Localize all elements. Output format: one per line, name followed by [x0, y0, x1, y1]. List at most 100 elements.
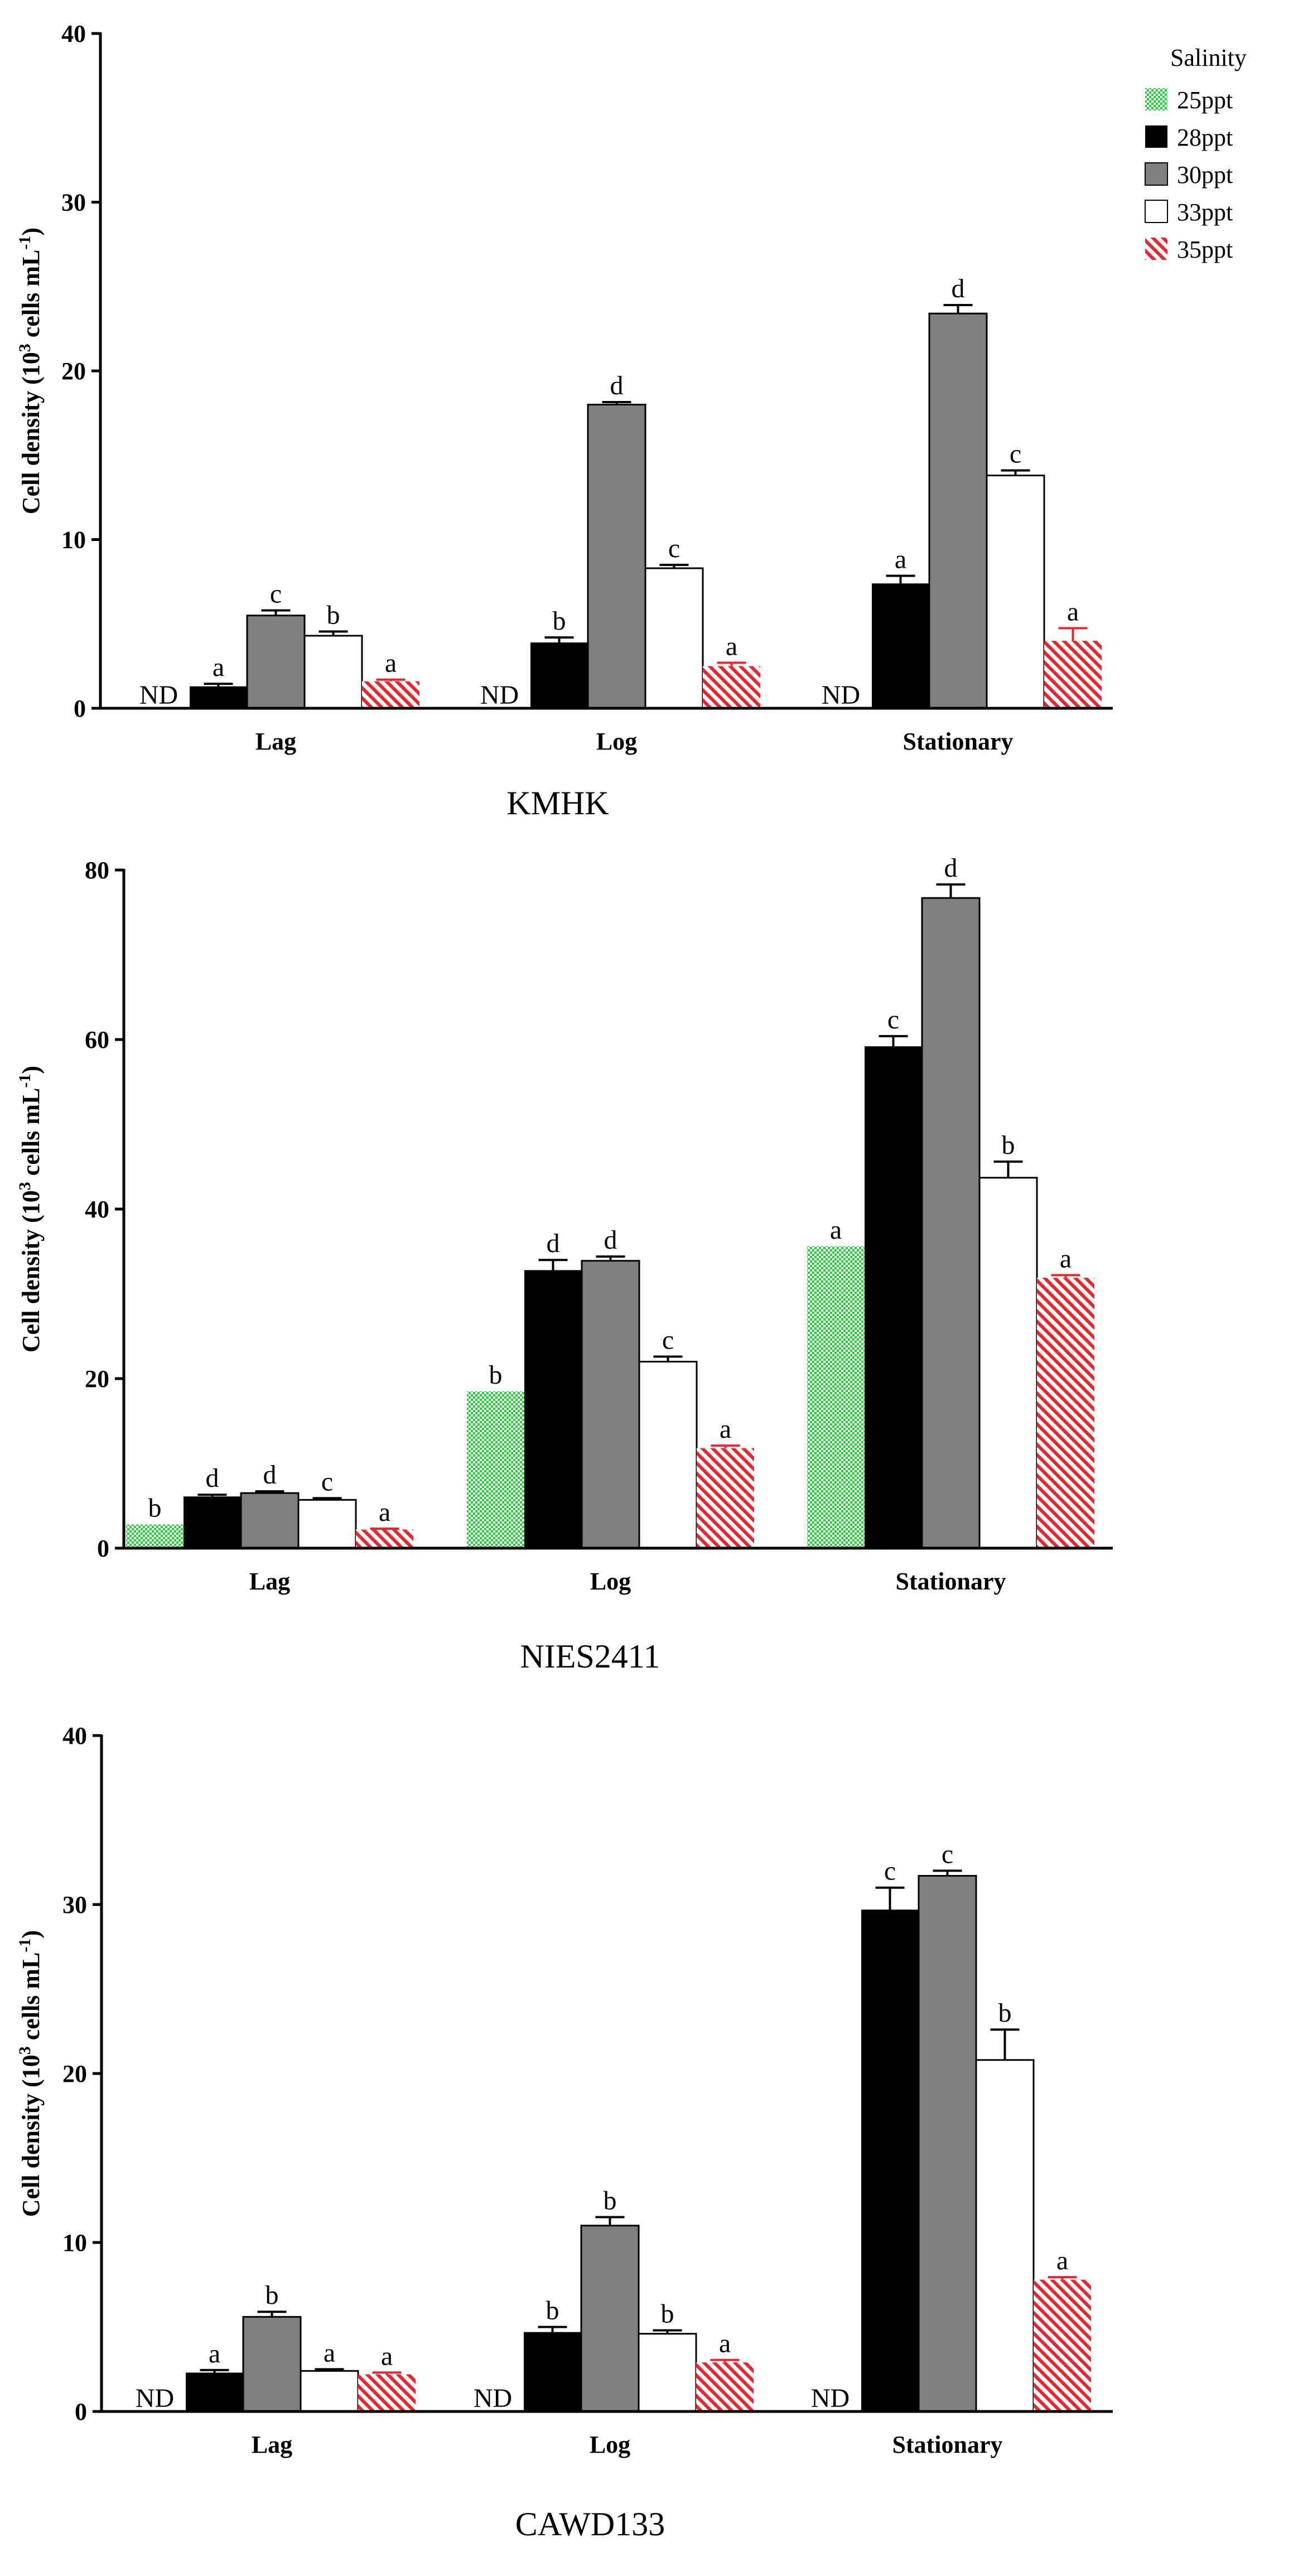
nies2411-bar-35ppt-stationary [1037, 1278, 1094, 1548]
legend-entry-25ppt: 25ppt [1145, 86, 1233, 114]
kmhk-y-tick-label: 10 [61, 526, 86, 554]
cawd133-title: CAWD133 [515, 2506, 665, 2543]
nies2411-title: NIES2411 [520, 1638, 660, 1675]
cawd133-nd-label: ND [811, 2384, 850, 2413]
nies2411-bar-33ppt-log [638, 1361, 698, 1549]
kmhk-bar-30ppt-lag [246, 615, 306, 709]
cawd133-sig-label-28ppt-lag: a [209, 2339, 220, 2369]
kmhk-sig-label-35ppt-lag: a [385, 649, 397, 678]
nies2411-sig-label-35ppt-lag: a [379, 1497, 390, 1527]
cawd133-sig-label-35ppt-stationary: a [1056, 2246, 1068, 2275]
nies2411-y-tick-label: 80 [85, 857, 109, 884]
kmhk-bar-28ppt-stationary [872, 583, 929, 708]
legend-entry-30ppt: 30ppt [1145, 161, 1233, 189]
kmhk-bar-33ppt-lag [303, 635, 363, 709]
nies2411-sig-label-30ppt-lag: d [263, 1460, 277, 1490]
nies2411-sig-label-28ppt-log: d [547, 1229, 560, 1258]
kmhk-bar-28ppt-lag [190, 686, 247, 708]
legend-label-33ppt: 33ppt [1177, 199, 1233, 226]
kmhk-bar-35ppt-lag [362, 681, 419, 708]
kmhk-sig-label-35ppt-stationary: a [1067, 597, 1079, 626]
nies2411-y-tick-label: 0 [97, 1535, 109, 1562]
nies2411-y-tick-label: 40 [85, 1196, 109, 1223]
legend-swatch-30ppt [1145, 162, 1168, 186]
cawd133-bar-35ppt-log [696, 2362, 754, 2411]
kmhk-sig-label-33ppt-log: c [668, 534, 680, 563]
cawd133-sig-label-33ppt-lag: a [324, 2338, 335, 2367]
legend-label-35ppt: 35ppt [1177, 236, 1233, 263]
kmhk-sig-label-30ppt-stationary: d [952, 274, 965, 303]
cawd133-bar-28ppt-stationary [861, 1910, 919, 2411]
kmhk-category-label: Lag [255, 728, 296, 755]
kmhk-sig-label-33ppt-lag: b [327, 600, 340, 630]
nies2411-sig-label-33ppt-lag: c [321, 1467, 333, 1496]
kmhk-y-axis-label: Cell density (103 cells mL-1) [16, 228, 45, 514]
cawd133-sig-label-33ppt-log: b [661, 2299, 674, 2329]
nies2411-sig-label-33ppt-stationary: b [1002, 1130, 1015, 1160]
nies2411-sig-label-35ppt-log: a [720, 1414, 731, 1444]
nies2411-sig-label-30ppt-stationary: d [944, 853, 958, 883]
cawd133-y-tick-label: 20 [62, 2060, 87, 2087]
kmhk-nd-label: ND [139, 680, 178, 710]
cawd133-bar-33ppt-log [638, 2333, 697, 2413]
cawd133-y-tick-label: 0 [75, 2398, 87, 2425]
nies2411-category-label: Lag [249, 1568, 290, 1595]
nies2411-sig-label-25ppt-stationary: a [830, 1215, 842, 1245]
kmhk-nd-label: ND [480, 680, 519, 710]
panel-cawd133: ND a b a a Lag ND b b b a Log ND c c b a Stationary 0 10 20 3… [16, 1722, 1113, 2543]
nies2411-sig-label-28ppt-stationary: c [887, 1005, 899, 1035]
cawd133-category-label: Stationary [892, 2431, 1003, 2458]
nies2411-bar-28ppt-lag [184, 1496, 241, 1548]
legend-label-28ppt: 28ppt [1177, 124, 1233, 151]
nies2411-bar-25ppt-lag [126, 1524, 184, 1548]
kmhk-sig-label-28ppt-stationary: a [895, 545, 906, 574]
kmhk-sig-label-28ppt-log: b [553, 606, 566, 636]
legend-label-25ppt: 25ppt [1177, 86, 1233, 114]
cawd133-sig-label-28ppt-stationary: c [884, 1857, 896, 1886]
nies2411-bar-35ppt-log [697, 1448, 754, 1548]
nies2411-y-tick-label: 20 [85, 1365, 109, 1393]
legend-entry-35ppt: 35ppt [1145, 236, 1233, 263]
cawd133-bar-35ppt-lag [358, 2374, 416, 2411]
nies2411-bar-30ppt-stationary [921, 897, 981, 1549]
nies2411-sig-label-28ppt-lag: d [206, 1463, 219, 1493]
cawd133-bar-33ppt-lag [300, 2370, 359, 2413]
legend-entry-33ppt: 33ppt [1145, 199, 1233, 226]
nies2411-sig-label-33ppt-log: c [662, 1325, 674, 1355]
cawd133-nd-label: ND [474, 2384, 512, 2413]
nies2411-bar-25ppt-stationary [807, 1246, 865, 1548]
cawd133-sig-label-30ppt-log: b [604, 2186, 617, 2216]
nies2411-sig-label-35ppt-stationary: a [1060, 1244, 1072, 1274]
nies2411-bar-33ppt-lag [297, 1499, 357, 1549]
cawd133-sig-label-33ppt-stationary: b [998, 1998, 1012, 2028]
cawd133-y-axis-label: Cell density (103 cells mL-1) [16, 1930, 45, 2217]
cawd133-bar-28ppt-lag [186, 2372, 243, 2411]
cawd133-y-tick-label: 40 [62, 1722, 87, 1749]
nies2411-category-label: Stationary [896, 1568, 1006, 1595]
cawd133-y-tick-label: 10 [62, 2229, 87, 2256]
nies2411-sig-label-25ppt-lag: b [148, 1493, 162, 1523]
kmhk-bar-30ppt-stationary [928, 312, 988, 709]
nies2411-bar-33ppt-stationary [978, 1177, 1038, 1549]
nies2411-bar-30ppt-lag [240, 1492, 300, 1549]
kmhk-y-tick-label: 20 [61, 357, 86, 385]
kmhk-nd-label: ND [822, 680, 860, 710]
kmhk-bar-30ppt-log [587, 404, 646, 709]
cawd133-nd-label: ND [136, 2384, 174, 2413]
nies2411-y-tick-label: 60 [85, 1026, 109, 1053]
cawd133-bar-30ppt-lag [242, 2316, 302, 2413]
kmhk-category-label: Stationary [903, 728, 1014, 755]
kmhk-sig-label-35ppt-log: a [726, 631, 737, 661]
cawd133-category-label: Lag [252, 2431, 292, 2458]
nies2411-bar-30ppt-log [581, 1260, 640, 1549]
cawd133-sig-label-35ppt-lag: a [381, 2341, 393, 2371]
kmhk-y-tick-label: 30 [61, 189, 86, 216]
nies2411-category-label: Log [590, 1568, 631, 1595]
nies2411-sig-label-30ppt-log: d [604, 1225, 617, 1255]
legend-swatch-35ppt [1145, 238, 1167, 260]
kmhk-category-label: Log [596, 728, 637, 755]
panel-kmhk: ND a c b a Lag ND b d c a Log ND a d c a Stationary 0 10 20 3… [16, 20, 1113, 821]
nies2411-y-axis-label: Cell density (103 cells mL-1) [16, 1066, 45, 1352]
kmhk-title: KMHK [506, 785, 609, 821]
